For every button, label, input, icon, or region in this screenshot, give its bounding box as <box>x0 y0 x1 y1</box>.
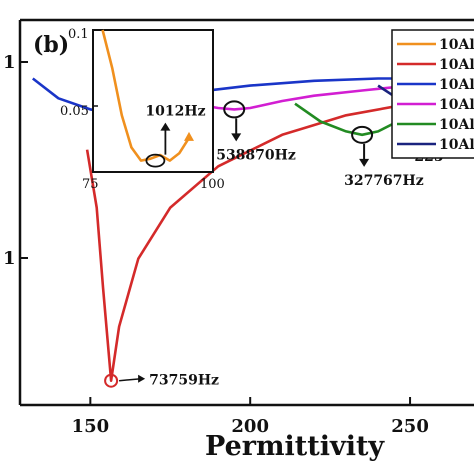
x-tick-label: 200 <box>231 416 269 437</box>
frequency-annotation: 327767Hz <box>344 173 424 189</box>
x-tick-label: 250 <box>391 416 429 437</box>
legend-label: 10Al <box>439 117 474 133</box>
inset-y-tick-label: 0.1 <box>68 27 89 42</box>
legend-label: 10Al <box>439 57 474 73</box>
legend-label: 10Al <box>439 37 474 53</box>
x-ticks: 150 200 250 <box>72 397 429 437</box>
legend: 10Al 10Al 10Al 10Al 10Al 10Al <box>391 29 474 159</box>
inset-x-tick-label: 100 <box>200 177 225 192</box>
inset-arrow-head <box>184 131 194 141</box>
annotation-arrow <box>119 377 142 382</box>
arrow-head <box>231 133 242 142</box>
legend-label: 10Al <box>439 137 474 153</box>
min-marker <box>351 125 374 144</box>
legend-label: 10Al <box>439 97 474 113</box>
y-ticks: 1 1 <box>3 52 28 269</box>
inset-frame <box>92 29 214 173</box>
arrow-head <box>138 374 146 383</box>
frequency-annotation: 538870Hz <box>216 147 296 163</box>
inset-arrow-head <box>160 122 171 131</box>
x-axis-title: Permittivity <box>205 431 385 462</box>
inset-series-layer: 1012Hz <box>93 29 206 168</box>
y-tick-label-upper: 1 <box>3 52 16 73</box>
plot-area <box>18 18 474 407</box>
inset-plot: 1012Hz 0.1 0.05 75 100 <box>60 27 225 192</box>
frequency-annotation: 73759Hz <box>149 373 219 389</box>
legend-items: 10Al 10Al 10Al 10Al 10Al 10Al <box>397 37 474 153</box>
inset-min-marker <box>145 153 166 168</box>
x-tick-label: 150 <box>72 416 110 437</box>
inset-y-tick-label: 0.05 <box>60 104 89 119</box>
y-tick-label-lower: 1 <box>3 248 16 269</box>
arrow-head <box>359 158 370 167</box>
legend-label: 10Al <box>439 77 474 93</box>
inset-x-tick-label: 75 <box>82 177 99 192</box>
panel-label: (b) <box>33 32 69 58</box>
min-marker <box>104 373 119 388</box>
series-line <box>85 97 459 383</box>
legend-box <box>391 29 474 159</box>
min-marker <box>223 100 246 119</box>
inset-frequency-annotation: 1012Hz <box>145 104 205 120</box>
